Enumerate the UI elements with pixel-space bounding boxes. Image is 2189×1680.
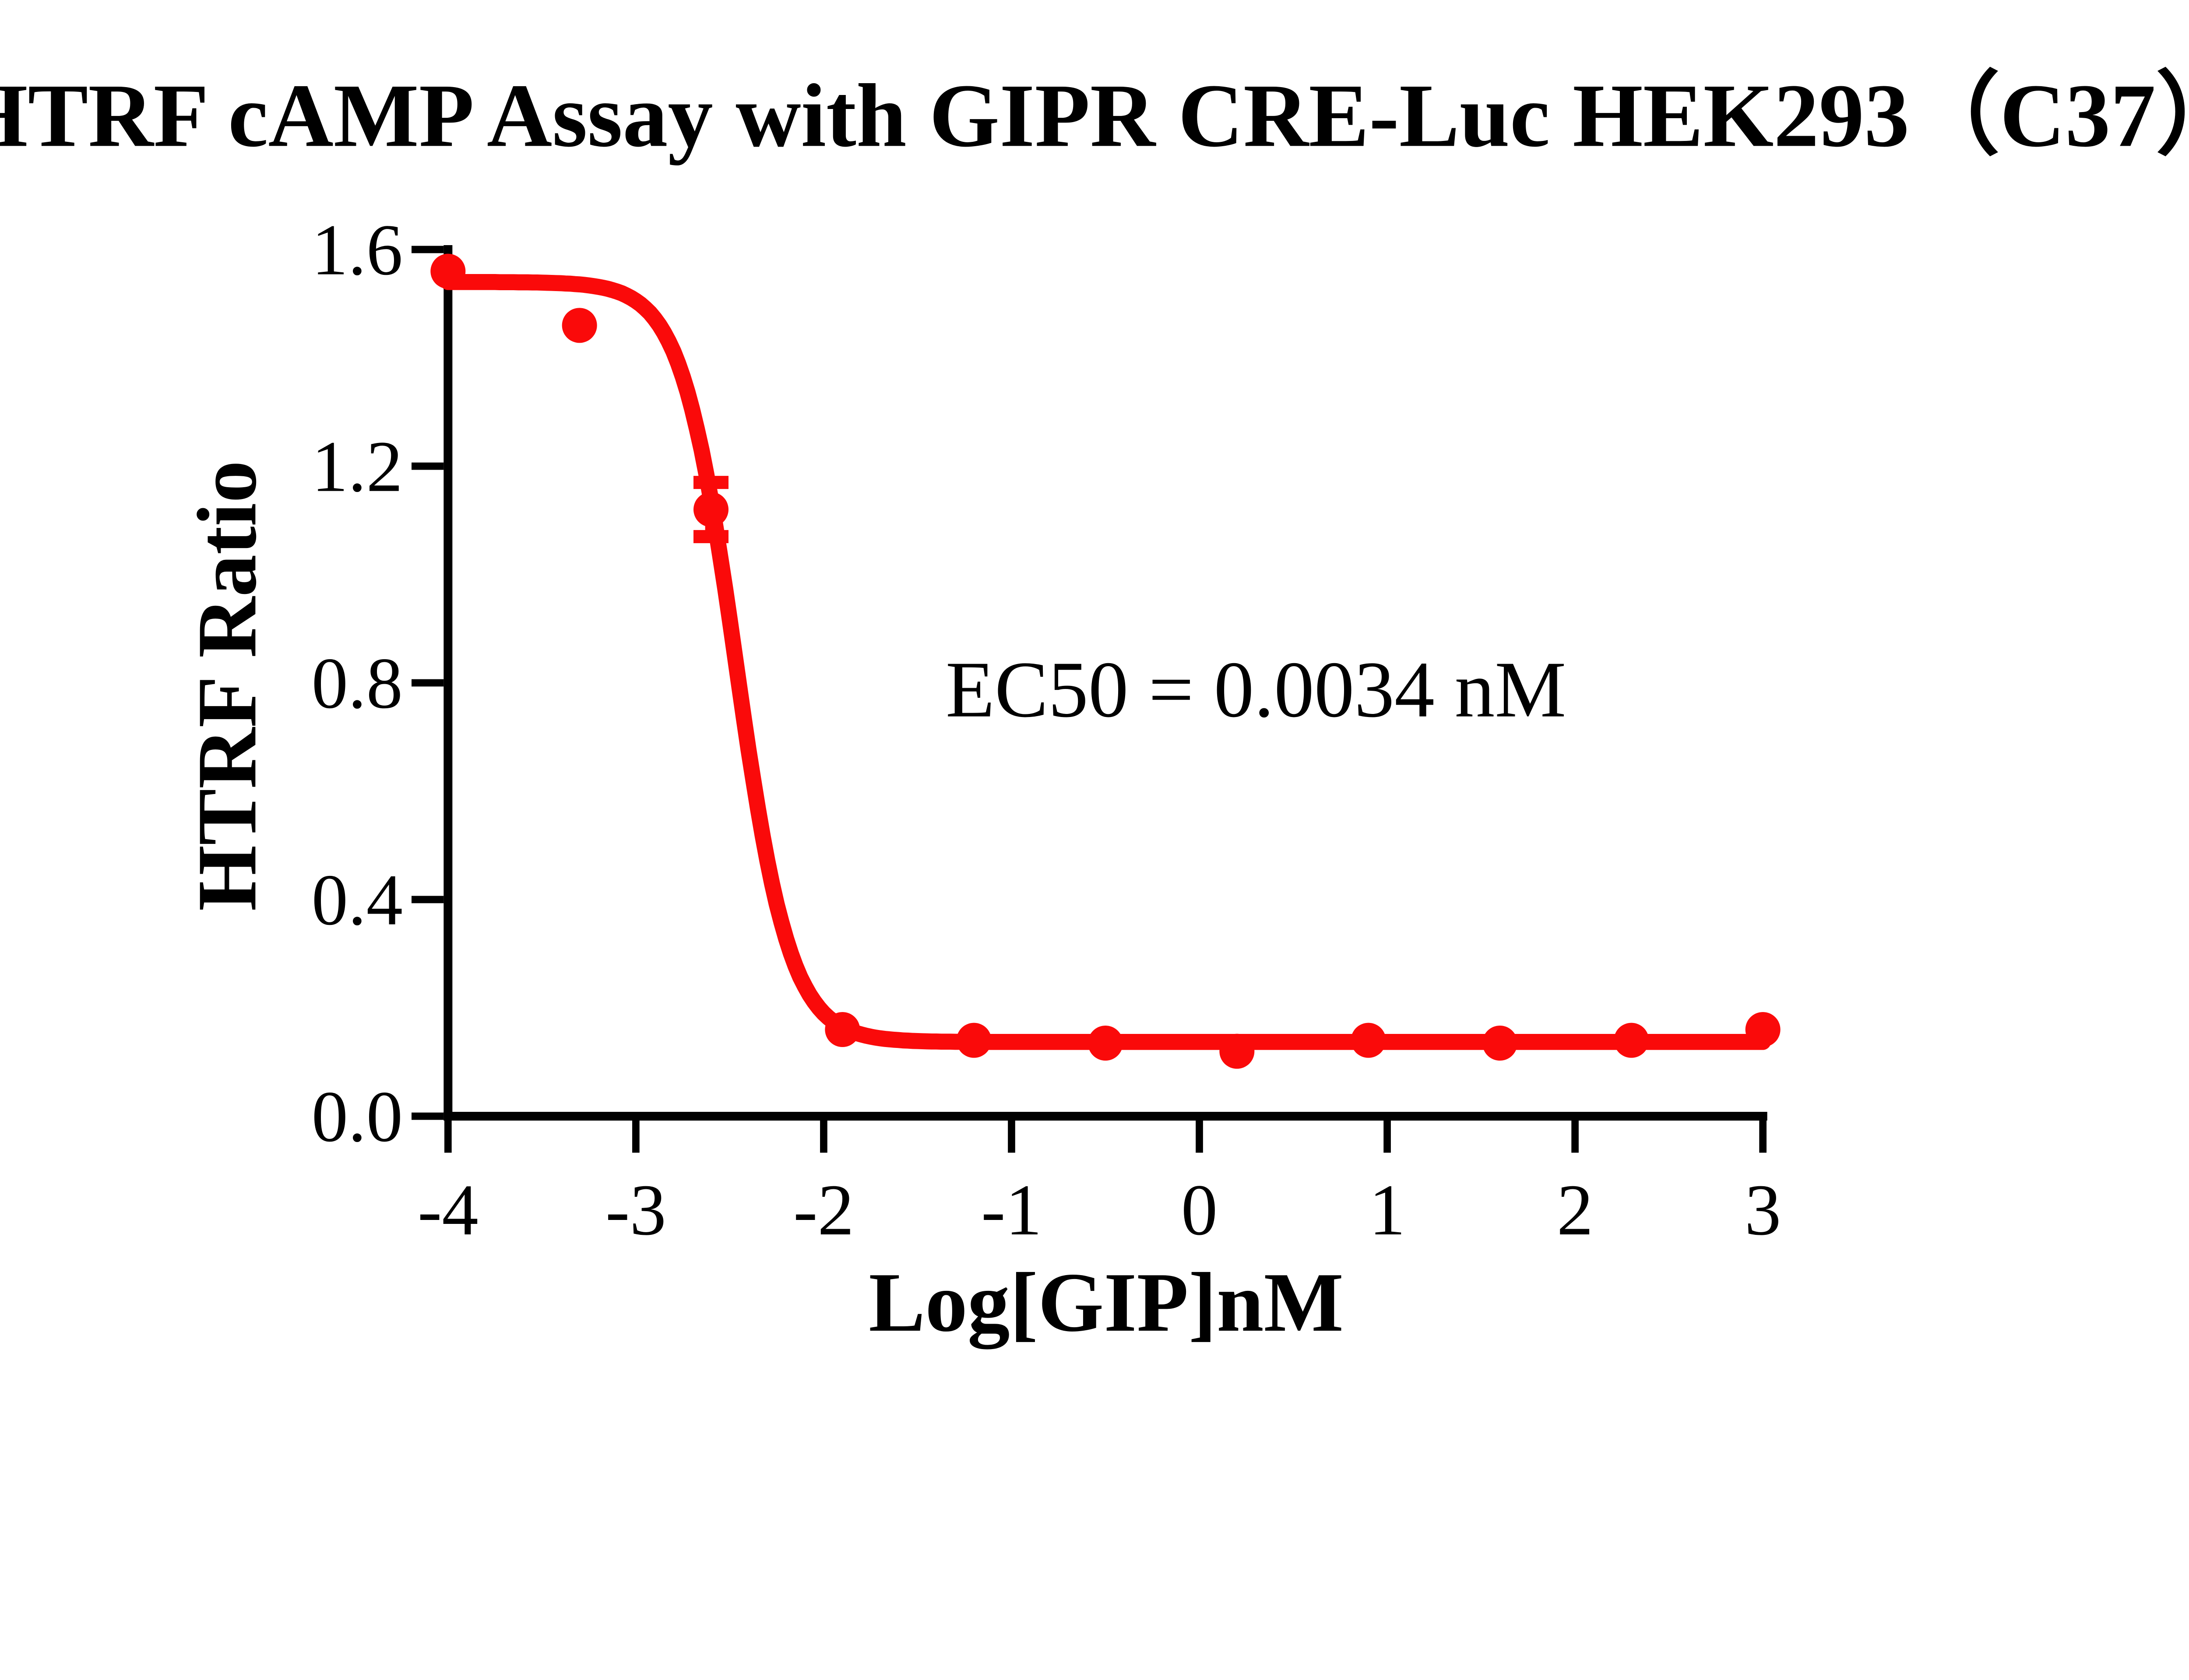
y-tick-label: 0.4 [312, 860, 403, 941]
dose-response-figure: HTRF cAMP Assay with GIPR CRE-Luc HEK293… [0, 65, 2189, 1350]
data-point [562, 308, 597, 343]
data-point [1219, 1033, 1255, 1069]
data-point [825, 1012, 860, 1047]
x-tick-label: 1 [1369, 1170, 1405, 1251]
y-axis: 0.0 0.4 0.8 1.2 1.6 [312, 210, 453, 1157]
chart-title: HTRF cAMP Assay with GIPR CRE-Luc HEK293… [0, 65, 2189, 165]
data-point [1745, 1012, 1781, 1047]
data-point [1351, 1023, 1386, 1058]
data-point [430, 253, 466, 289]
data-point [956, 1023, 992, 1058]
x-tick-label: 0 [1181, 1170, 1218, 1251]
x-tick-label: -3 [605, 1170, 666, 1251]
data-point [693, 492, 728, 527]
data-point [1614, 1023, 1649, 1058]
x-tick-label: -1 [981, 1170, 1042, 1251]
x-tick-label: 3 [1745, 1170, 1781, 1251]
x-tick-label: -2 [793, 1170, 854, 1251]
y-tick-label: 0.0 [312, 1076, 403, 1157]
x-axis-title: Log[GIP]nM [869, 1255, 1344, 1350]
ec50-annotation: EC50 = 0.0034 nM [946, 645, 1566, 734]
x-axis: -4 -3 -2 -1 0 1 2 3 [418, 1112, 1781, 1251]
y-tick-label: 0.8 [312, 643, 403, 724]
data-point [1482, 1026, 1518, 1061]
series-gip [430, 253, 1781, 1069]
dose-response-chart: HTRF cAMP Assay with GIPR CRE-Luc HEK293… [0, 65, 2189, 1350]
data-point [1088, 1026, 1123, 1061]
x-tick-label: -4 [418, 1170, 479, 1251]
y-tick-label: 1.6 [312, 210, 403, 291]
x-tick-label: 2 [1557, 1170, 1593, 1251]
y-tick-label: 1.2 [312, 426, 403, 507]
y-axis-title: HTRF Ratio [180, 460, 274, 911]
